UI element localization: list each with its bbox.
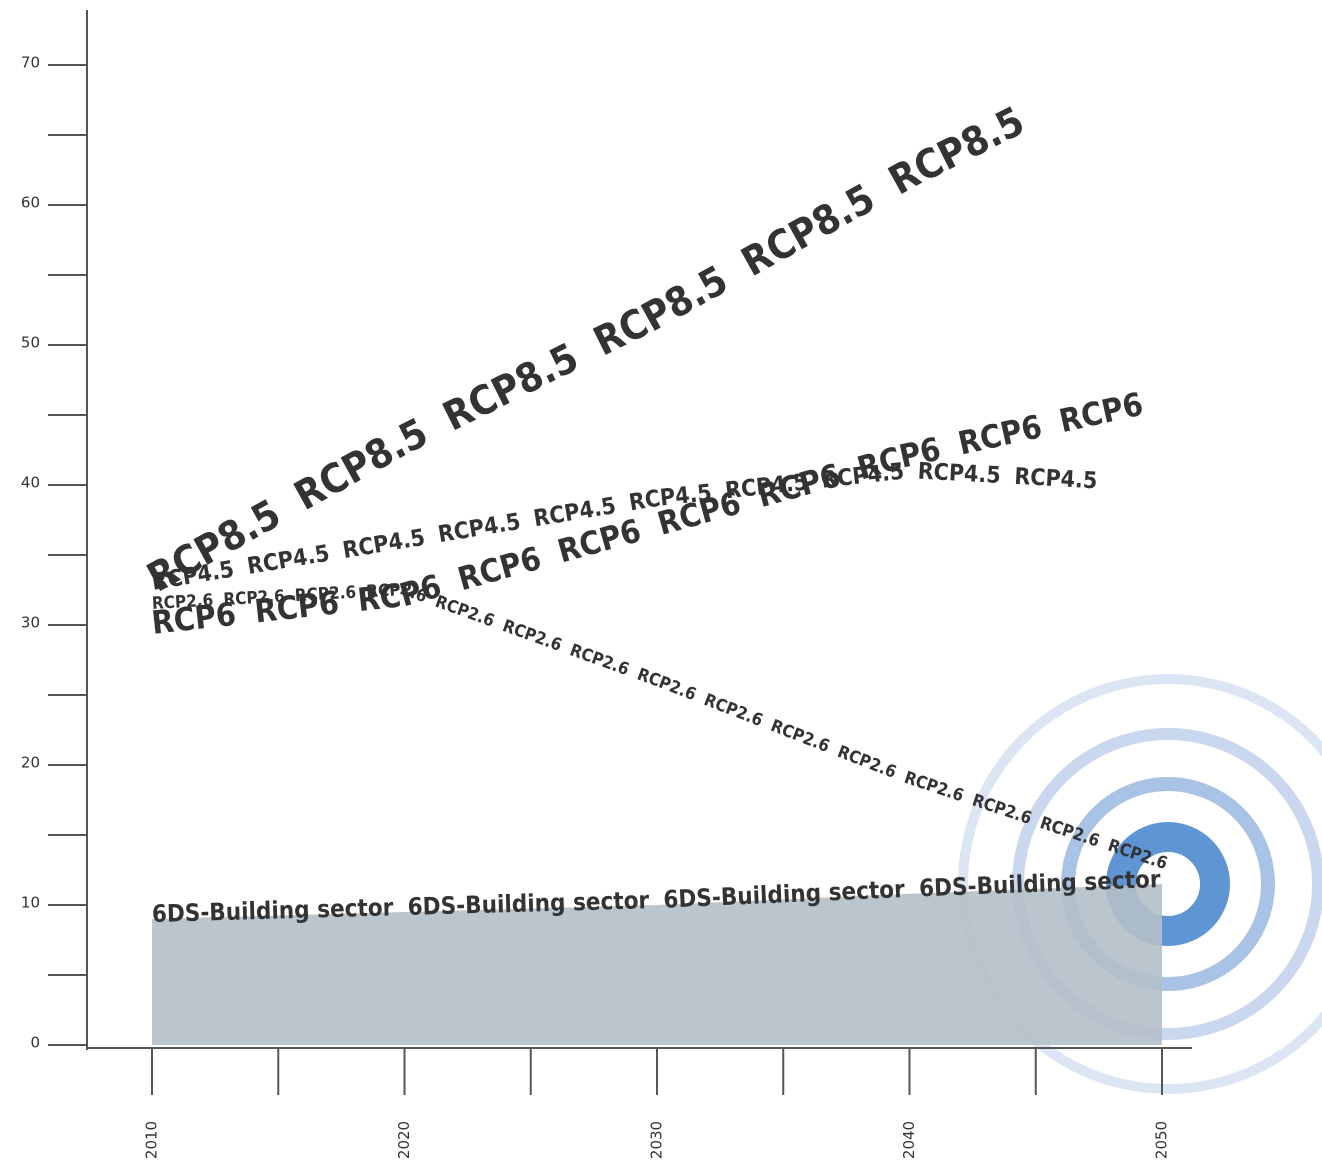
series-label: RCP2.6 — [151, 591, 213, 614]
series-label-text: RCP2.6 — [634, 665, 698, 705]
series-label-text: RCP8.5 — [287, 410, 435, 520]
series-label-text: 6DS-Building sector — [407, 886, 650, 921]
series-label-text: RCP2.6 — [701, 690, 765, 731]
series-label: RCP2.6 — [223, 587, 285, 610]
series-label: RCP2.6 — [634, 665, 698, 705]
series-label-text: RCP4.5 — [1014, 463, 1098, 494]
series-label-text: RCP8.5 — [881, 98, 1031, 204]
series-label: RCP4.5 — [341, 524, 427, 563]
y-tick-label: 20 — [21, 754, 40, 772]
y-tick-label: 50 — [21, 334, 40, 352]
y-tick-label: 0 — [30, 1034, 40, 1052]
series-label: RCP4.5 — [436, 508, 522, 547]
ring — [1012, 728, 1322, 1040]
series-label: RCP6 — [1056, 385, 1147, 440]
series-label: RCP4.5 — [1014, 463, 1098, 494]
x-tick-label: 2020 — [395, 1121, 413, 1159]
y-tick-label: 30 — [21, 614, 40, 632]
series-label-text: RCP6 — [955, 407, 1046, 462]
series-label-text: RCP2.6 — [768, 716, 832, 757]
y-tick-label: 10 — [21, 894, 40, 912]
series-label-text: RCP4.5 — [341, 524, 427, 563]
series-label: RCP8.5 — [436, 335, 586, 441]
series-label: RCP8.5 — [734, 176, 882, 286]
series-label-text: RCP6 — [253, 583, 341, 630]
series-label: RCP8.5 — [587, 257, 736, 365]
series-label-text: RCP2.6 — [151, 591, 213, 614]
series-label-text: RCP8.5 — [436, 335, 586, 441]
series-label: 6DS-Building sector — [151, 893, 394, 928]
area — [152, 884, 1162, 1045]
series-label-text: RCP8.5 — [587, 257, 736, 365]
series-label-text: 6DS-Building sector — [151, 893, 394, 928]
ring — [1061, 777, 1275, 991]
series-label: RCP4.5 — [917, 458, 1001, 489]
x-tick-label: 2030 — [648, 1121, 666, 1159]
series-label-text: RCP6 — [454, 539, 546, 598]
series-label: RCP2.6 — [567, 640, 632, 680]
series-label-text: RCP2.6 — [970, 791, 1035, 829]
series-label: RCP2.6 — [294, 583, 356, 606]
series-label-text: RCP2.6 — [500, 616, 565, 656]
series-label: 6DS-Building sector — [407, 886, 650, 921]
y-tick-label: 70 — [21, 54, 40, 72]
series-label-text: RCP2.6 — [223, 587, 285, 610]
target-rings — [958, 674, 1322, 1094]
series-label: RCP6 — [955, 407, 1046, 462]
x-tick-label: 2010 — [143, 1121, 161, 1159]
series-label-text: RCP2.6 — [835, 742, 899, 783]
ring — [958, 674, 1322, 1094]
series-label: RCP2.6 — [835, 742, 899, 783]
series-label-text: RCP2.6 — [902, 768, 967, 806]
x-tick-label: 2050 — [1153, 1121, 1171, 1159]
series-label: RCP6 — [454, 539, 546, 598]
series-label-text: RCP8.5 — [734, 176, 882, 286]
series-label-text: RCP2.6 — [567, 640, 632, 680]
y-tick-label: 40 — [21, 474, 40, 492]
series-label-text: RCP4.5 — [917, 458, 1001, 489]
series-label: RCP6 — [150, 595, 238, 642]
series-label-text: RCP6 — [1056, 385, 1147, 440]
y-tick-label: 60 — [21, 194, 40, 212]
series-label: RCP2.6 — [970, 791, 1035, 829]
series-label: RCP8.5 — [287, 410, 435, 520]
series-label: RCP2.6 — [701, 690, 765, 731]
series-label-text: RCP2.6 — [294, 583, 356, 606]
series-label: RCP8.5 — [881, 98, 1031, 204]
x-tick-label: 2040 — [900, 1121, 918, 1159]
series-label: RCP2.6 — [768, 716, 832, 757]
series-label-text: RCP4.5 — [436, 508, 522, 547]
series-label: RCP2.6 — [500, 616, 565, 656]
series-label: RCP6 — [253, 583, 341, 630]
series-label-text: RCP6 — [150, 595, 238, 642]
ring — [1106, 822, 1230, 946]
series-label: RCP2.6 — [902, 768, 967, 806]
